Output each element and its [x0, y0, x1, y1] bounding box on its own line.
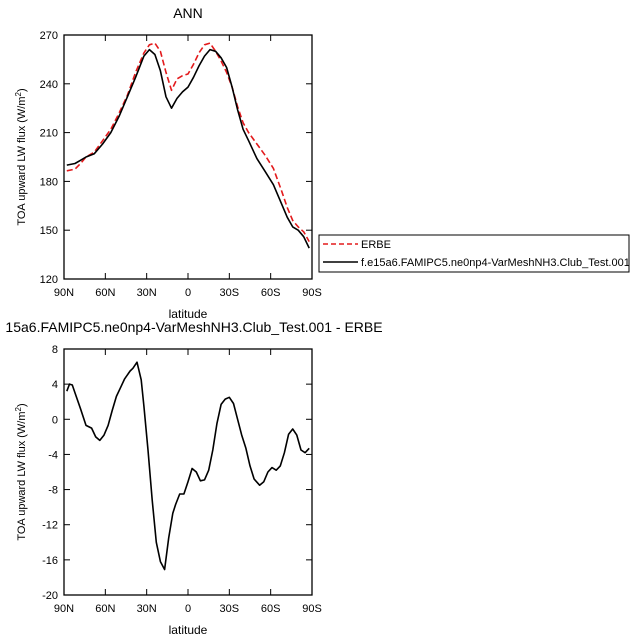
top-y-tick-label: 210: [40, 128, 58, 140]
top-series-line-1: [66, 48, 310, 249]
top-y-axis-label-main: TOA upward LW flux (W/m: [16, 96, 28, 225]
top-series-line-0: [66, 42, 310, 242]
bottom-title: 15a6.FAMIPC5.ne0np4-VarMeshNH3.Club_Test…: [5, 319, 382, 335]
top-y-tick-label: 270: [40, 30, 58, 42]
top-x-tick-label: 90S: [302, 287, 322, 299]
bottom-y-tick-label: 4: [52, 379, 58, 391]
legend-label-model: f.e15a6.FAMIPC5.ne0np4-VarMeshNH3.Club_T…: [361, 257, 630, 269]
bottom-tick-group: 90N 60N 30N 0 30S 60S 90S -20 -16 -12 -8 -4 0 4 8: [42, 344, 322, 615]
bottom-y-tick-label: -8: [48, 485, 58, 497]
bottom-y-tick-label: 8: [52, 344, 58, 356]
bottom-y-tick-label: -20: [42, 590, 58, 602]
bottom-series-group: [66, 361, 310, 571]
top-x-tick-label: 60S: [261, 287, 281, 299]
top-y-axis-label-sup: 2: [14, 91, 23, 96]
bottom-panel: 15a6.FAMIPC5.ne0np4-VarMeshNH3.Club_Test…: [5, 319, 382, 637]
top-tick-group: 90N 60N 30N 0 30S 60S 90S 120 150 180 210 240 270: [40, 30, 322, 299]
top-x-tick-label: 30S: [220, 287, 240, 299]
top-y-tick-label: 120: [40, 274, 58, 286]
top-y-tick-label: 180: [40, 176, 58, 188]
top-x-axis-label: latitude: [169, 307, 208, 321]
top-y-tick-label: 240: [40, 79, 58, 91]
legend: ERBE f.e15a6.FAMIPC5.ne0np4-VarMeshNH3.C…: [318, 234, 630, 273]
bottom-plot-frame: [63, 348, 313, 596]
bottom-y-axis-label-sup: 2: [14, 406, 23, 411]
top-series-group: [66, 42, 310, 249]
bottom-x-tick-label: 60S: [261, 603, 281, 615]
top-y-axis-label-close: ): [16, 88, 28, 92]
bottom-y-tick-label: -12: [42, 520, 58, 532]
bottom-x-tick-label: 30S: [220, 603, 240, 615]
bottom-x-axis-label: latitude: [169, 623, 208, 637]
bottom-x-tick-label: 0: [185, 603, 191, 615]
legend-box: [318, 234, 630, 273]
bottom-y-tick-label: 0: [52, 414, 58, 426]
bottom-y-tick-label: -4: [48, 449, 58, 461]
top-title: ANN: [173, 5, 203, 21]
top-panel: ANN 90N 60N 30N 0 30S 60S 90S 120 150 180 210 240 27…: [14, 5, 322, 321]
top-x-tick-label: 90N: [54, 287, 74, 299]
top-x-tick-label: 0: [185, 287, 191, 299]
top-y-axis-label: TOA upward LW flux (W/m2): [14, 88, 28, 225]
top-y-tick-label: 150: [40, 225, 58, 237]
top-x-tick-label: 60N: [95, 287, 115, 299]
bottom-y-tick-label: -16: [42, 555, 58, 567]
bottom-x-tick-label: 90S: [302, 603, 322, 615]
top-x-tick-label: 30N: [137, 287, 157, 299]
bottom-y-axis-label-main: TOA upward LW flux (W/m: [16, 411, 28, 540]
bottom-x-tick-label: 90N: [54, 603, 74, 615]
bottom-x-tick-label: 60N: [95, 603, 115, 615]
top-plot-frame: [63, 34, 313, 280]
bottom-y-axis-label: TOA upward LW flux (W/m2): [14, 403, 28, 540]
legend-label-erbe: ERBE: [361, 239, 391, 251]
bottom-series-line-0: [66, 361, 310, 571]
bottom-y-axis-label-close: ): [16, 403, 28, 407]
bottom-x-tick-label: 30N: [137, 603, 157, 615]
